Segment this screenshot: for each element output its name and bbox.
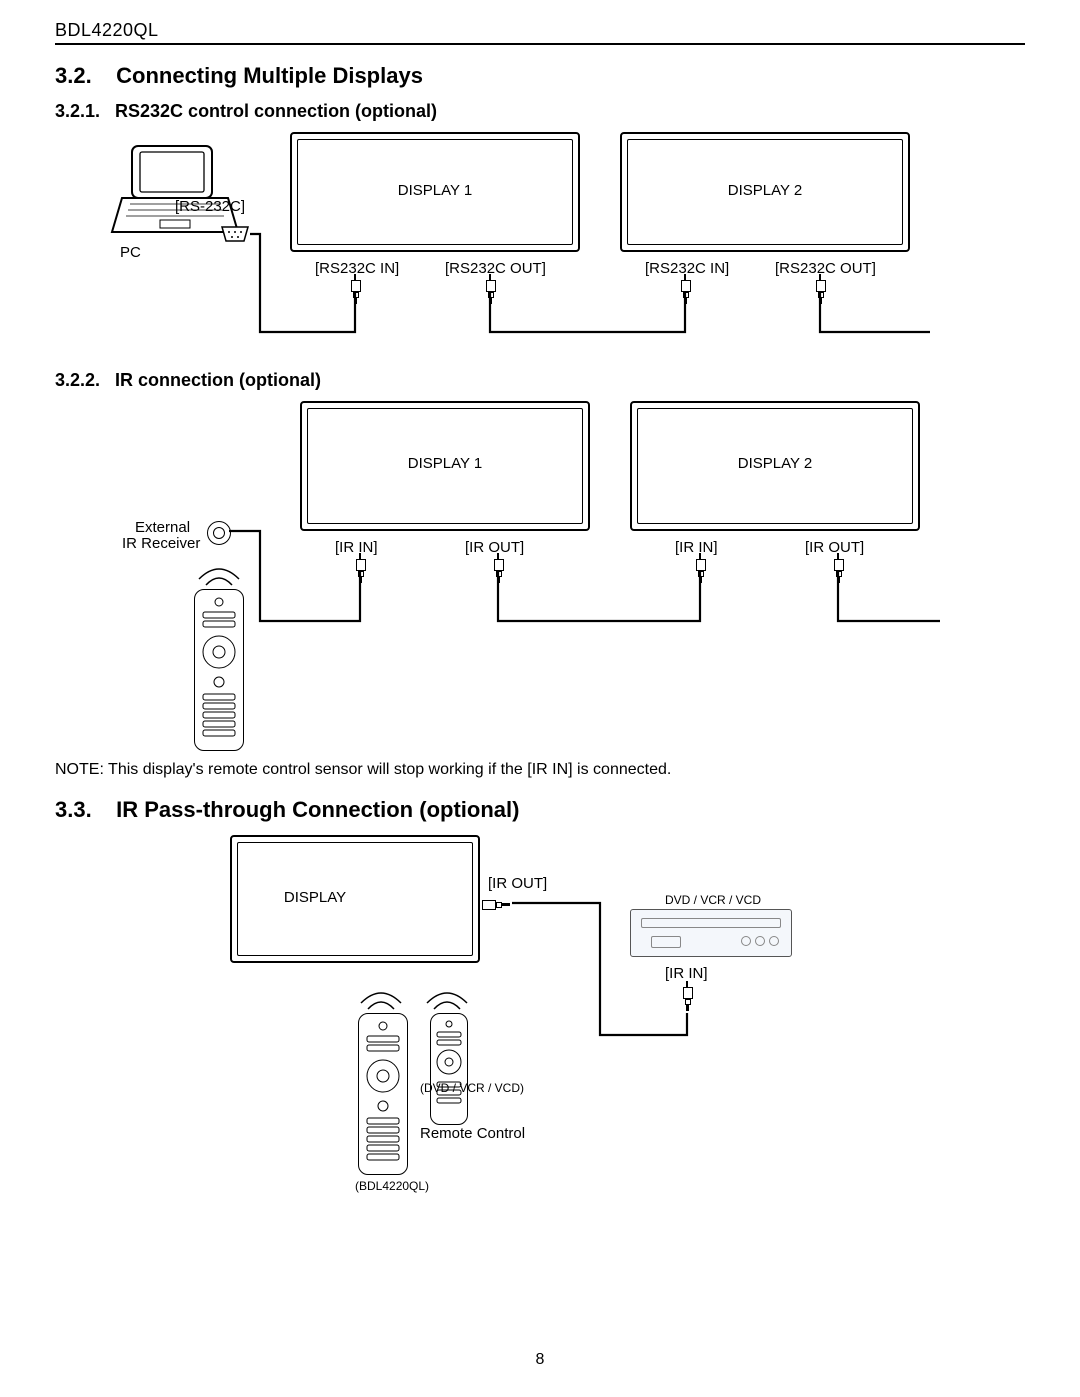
heading-3-3: 3.3. IR Pass-through Connection (optiona… [55, 797, 1025, 823]
note-text: NOTE: This display's remote control sens… [55, 761, 1025, 779]
ir-waves-icon [422, 973, 472, 1013]
wire-icon [60, 835, 1020, 1075]
wire-icon [60, 401, 1020, 661]
wire-icon [60, 132, 1020, 362]
heading-3-2-2-num: 3.2.2. [55, 370, 110, 391]
model-number: BDL4220QL [55, 20, 159, 40]
diagram-ir: DISPLAY 1 DISPLAY 2 External IR Receiver [60, 401, 1020, 751]
heading-3-2-title: Connecting Multiple Displays [116, 63, 423, 88]
heading-3-2: 3.2. Connecting Multiple Displays [55, 63, 1025, 89]
heading-3-2-1: 3.2.1. RS232C control connection (option… [55, 101, 1025, 122]
jack-icon [678, 280, 692, 306]
heading-3-2-num: 3.2. [55, 63, 110, 89]
page-header: BDL4220QL [55, 20, 1025, 45]
heading-3-2-2-title: IR connection (optional) [115, 370, 321, 390]
jack-icon [491, 559, 505, 585]
heading-3-3-title: IR Pass-through Connection (optional) [116, 797, 519, 822]
dvdvcrvcd-paren: (DVD / VCR / VCD) [420, 1081, 524, 1095]
heading-3-2-1-num: 3.2.1. [55, 101, 110, 122]
remote-dvd-icon [430, 1013, 468, 1125]
jack-icon [483, 280, 497, 306]
diagram-ir-passthrough: DISPLAY [IR OUT] DVD / VCR / VCD [IR IN] [60, 835, 1020, 1215]
model-paren: (BDL4220QL) [355, 1179, 429, 1193]
diagram-rs232c: PC [RS-232C] DISPLAY 1 DISPLAY 2 [RS232C… [60, 132, 1020, 362]
remote-display-icon [358, 1013, 408, 1175]
jack-icon [353, 559, 367, 585]
remote-control-label: Remote Control [420, 1125, 525, 1142]
heading-3-3-num: 3.3. [55, 797, 110, 823]
heading-3-2-1-title: RS232C control connection (optional) [115, 101, 437, 121]
jack-icon [831, 559, 845, 585]
heading-3-2-2: 3.2.2. IR connection (optional) [55, 370, 1025, 391]
jack-icon [693, 559, 707, 585]
page-number: 8 [0, 1351, 1080, 1369]
ir-waves-icon [356, 973, 406, 1013]
jack-icon [813, 280, 827, 306]
jack-icon [348, 280, 362, 306]
